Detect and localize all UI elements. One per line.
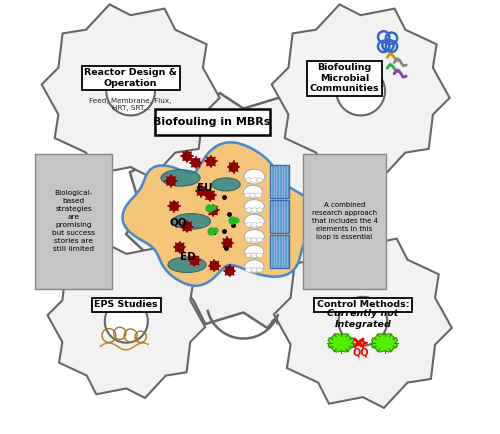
Ellipse shape [244, 185, 262, 198]
Polygon shape [48, 244, 205, 398]
Ellipse shape [246, 268, 252, 272]
FancyBboxPatch shape [154, 109, 270, 135]
Text: QQ: QQ [353, 347, 370, 358]
Polygon shape [274, 234, 452, 408]
Ellipse shape [244, 200, 264, 214]
Circle shape [210, 261, 219, 270]
Ellipse shape [246, 253, 252, 257]
Ellipse shape [256, 253, 263, 257]
Ellipse shape [251, 268, 258, 272]
FancyBboxPatch shape [270, 200, 289, 233]
Circle shape [176, 243, 184, 252]
Circle shape [226, 266, 234, 275]
Ellipse shape [255, 193, 262, 197]
Text: Reactor Design &
Operation: Reactor Design & Operation [84, 69, 177, 88]
Ellipse shape [256, 208, 263, 212]
Ellipse shape [256, 268, 263, 272]
Ellipse shape [256, 223, 263, 227]
Polygon shape [338, 297, 387, 345]
Text: EU: EU [197, 183, 212, 193]
Text: Feed, Membrane, Flux,
HRT, SRT...: Feed, Membrane, Flux, HRT, SRT... [90, 98, 172, 111]
Circle shape [197, 187, 205, 195]
Polygon shape [126, 93, 361, 328]
Ellipse shape [212, 178, 240, 191]
FancyBboxPatch shape [35, 154, 112, 289]
Ellipse shape [244, 169, 265, 184]
Ellipse shape [245, 245, 264, 258]
Polygon shape [336, 67, 385, 115]
Text: QQ: QQ [170, 218, 187, 228]
Text: Biofouling
Microbial
Communities: Biofouling Microbial Communities [310, 63, 380, 93]
Ellipse shape [251, 253, 258, 257]
FancyBboxPatch shape [304, 154, 386, 289]
Text: Control Methods:: Control Methods: [316, 300, 409, 309]
Polygon shape [211, 178, 276, 243]
Text: ED: ED [180, 253, 196, 263]
Ellipse shape [246, 208, 252, 212]
Ellipse shape [251, 238, 258, 242]
Text: Currently not
Integrated: Currently not Integrated [327, 309, 398, 329]
Ellipse shape [245, 260, 264, 273]
Circle shape [229, 163, 238, 171]
Circle shape [223, 239, 232, 247]
Polygon shape [42, 4, 220, 178]
Circle shape [182, 222, 192, 231]
Ellipse shape [246, 238, 252, 242]
Polygon shape [272, 4, 450, 178]
Polygon shape [328, 334, 354, 352]
Ellipse shape [251, 208, 258, 212]
Ellipse shape [256, 238, 263, 242]
Ellipse shape [244, 193, 252, 197]
Polygon shape [105, 299, 148, 343]
Circle shape [206, 157, 216, 166]
Polygon shape [106, 67, 155, 115]
Circle shape [166, 177, 175, 185]
Circle shape [190, 256, 199, 265]
Polygon shape [372, 334, 398, 352]
Circle shape [182, 152, 192, 161]
Ellipse shape [244, 214, 264, 228]
Circle shape [170, 202, 178, 210]
Ellipse shape [256, 178, 263, 182]
Circle shape [192, 158, 200, 167]
Ellipse shape [168, 257, 206, 273]
Ellipse shape [161, 170, 200, 186]
Text: A combined
research approach
that includes the 4
elements in this
loop is essent: A combined research approach that includ… [312, 202, 378, 240]
Ellipse shape [172, 214, 210, 229]
Ellipse shape [251, 178, 258, 182]
Ellipse shape [244, 230, 264, 243]
Text: Biofouling in MBRs: Biofouling in MBRs [154, 117, 270, 127]
Text: EPS Studies: EPS Studies [94, 300, 158, 309]
Polygon shape [122, 142, 318, 286]
Ellipse shape [246, 178, 252, 182]
Ellipse shape [246, 223, 252, 227]
FancyBboxPatch shape [270, 165, 289, 198]
Circle shape [206, 191, 214, 200]
Text: Biological-
based
strategies
are
promising
but success
stories are
still limited: Biological- based strategies are promisi… [52, 191, 95, 252]
Ellipse shape [250, 193, 256, 197]
Circle shape [209, 206, 218, 215]
FancyBboxPatch shape [270, 235, 289, 268]
Ellipse shape [251, 223, 258, 227]
